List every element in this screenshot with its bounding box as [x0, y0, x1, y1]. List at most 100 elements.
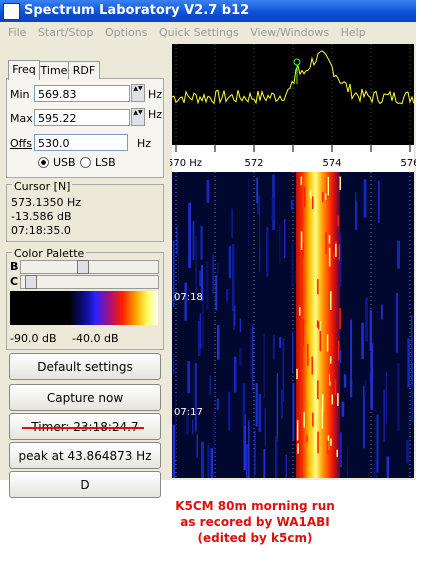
signal-streak — [296, 420, 299, 441]
waterfall-streak — [258, 394, 262, 432]
slider-thumb[interactable] — [77, 260, 89, 274]
waterfall-streak — [242, 383, 246, 426]
min-field[interactable]: 569.83 — [34, 85, 130, 102]
signal-streak — [309, 189, 312, 199]
signal-streak — [329, 356, 332, 366]
waterfall-streak — [184, 282, 187, 321]
button[interactable]: peak at 43.864873 Hz — [9, 442, 161, 469]
signal-streak — [319, 321, 321, 331]
menu-item[interactable]: File — [8, 26, 27, 39]
min-label: Min — [10, 88, 30, 101]
waterfall-streak — [406, 440, 409, 464]
waterfall-streak — [228, 245, 232, 279]
signal-streak — [328, 247, 331, 267]
waterfall-streak — [176, 226, 178, 255]
slider-thumb[interactable] — [25, 275, 37, 289]
tab[interactable]: Freq — [8, 60, 40, 80]
cursor-title: Cursor [N] — [12, 180, 73, 193]
waterfall-streak — [239, 318, 242, 333]
offs-field[interactable]: 530.0 — [34, 134, 128, 151]
signal-streak — [311, 356, 313, 375]
spin-button[interactable]: ▲▼ — [131, 84, 145, 102]
signal-streak — [302, 323, 304, 346]
signal-streak — [335, 243, 337, 258]
tab[interactable]: Time — [39, 61, 69, 79]
signal-streak — [321, 394, 324, 412]
waterfall-streak — [254, 430, 256, 475]
b-slider[interactable] — [20, 260, 159, 274]
menu-item[interactable]: Help — [340, 26, 366, 39]
waterfall-streak — [193, 360, 195, 421]
freq-label: 576 — [400, 158, 416, 169]
spin-button[interactable]: ▲▼ — [131, 108, 145, 126]
c-label: C — [10, 275, 19, 288]
signal-streak — [337, 215, 339, 227]
waterfall-streak — [226, 289, 229, 301]
menu-item[interactable]: Start/Stop — [37, 26, 94, 39]
menu-bar: File Start/Stop Options Quick Settings V… — [0, 22, 416, 44]
menu-item[interactable]: View/Windows — [250, 26, 330, 39]
tab[interactable]: RDF — [68, 61, 100, 79]
signal-streak — [299, 307, 301, 316]
time-label: 07:18 — [174, 292, 203, 303]
signal-streak — [334, 378, 337, 395]
caption-line: K5CM 80m morning run — [175, 499, 335, 513]
signal-streak — [302, 242, 304, 257]
signal-streak — [327, 176, 329, 196]
waterfall-streak — [363, 179, 367, 218]
signal-streak — [330, 442, 333, 459]
waterfall-streak — [205, 261, 209, 310]
signal-streak — [333, 253, 335, 260]
waterfall-streak — [175, 395, 177, 458]
waterfall-streak — [199, 312, 201, 350]
menu-item[interactable]: Quick Settings — [158, 26, 239, 39]
waterfall-streak — [407, 338, 410, 388]
waterfall-streak — [408, 416, 410, 464]
waterfall-streak — [196, 434, 198, 458]
button[interactable]: D — [9, 471, 161, 498]
waterfall-streak — [238, 347, 242, 366]
menu-item[interactable]: Options — [105, 26, 148, 39]
waterfall-streak — [276, 373, 279, 441]
signal-streak — [330, 438, 332, 446]
waterfall-streak — [250, 323, 254, 379]
signal-streak — [339, 307, 341, 329]
waterfall-streak — [206, 179, 210, 203]
waterfall-streak — [411, 362, 413, 423]
waterfall-streak — [243, 415, 246, 470]
signal-streak — [330, 397, 332, 406]
max-field[interactable]: 595.22 — [34, 109, 130, 126]
button[interactable]: Default settings — [9, 353, 161, 380]
waterfall-streak — [217, 263, 219, 275]
waterfall-streak — [233, 305, 236, 326]
waterfall-streak — [215, 275, 218, 311]
waterfall-streak — [378, 180, 380, 223]
waterfall-streak — [343, 374, 347, 388]
waterfall-streak — [376, 414, 379, 473]
button[interactable]: Capture now — [9, 384, 161, 411]
waterfall-streak — [369, 310, 373, 351]
freq-label: 570 Hz — [170, 158, 202, 169]
signal-streak — [337, 393, 339, 406]
lsb-radio[interactable] — [80, 157, 91, 168]
signal-streak — [307, 343, 309, 366]
button[interactable]: Timer: 23:18:24.7 — [9, 413, 161, 440]
signal-streak — [297, 443, 299, 454]
waterfall-streak — [259, 195, 261, 258]
waterfall-streak — [197, 320, 201, 357]
signal-streak — [300, 176, 303, 186]
c-slider[interactable] — [20, 275, 159, 289]
waterfall-streak — [397, 240, 401, 269]
waterfall-streak — [355, 200, 358, 230]
signal-streak — [318, 321, 320, 330]
palette-min: -90.0 dB — [10, 332, 57, 345]
waterfall-streak — [245, 444, 249, 478]
signal-streak — [316, 320, 319, 328]
waterfall-streak — [263, 448, 266, 478]
usb-radio[interactable] — [38, 157, 49, 168]
signal-streak — [328, 235, 331, 244]
signal-streak — [317, 431, 319, 454]
waterfall-streak — [186, 407, 189, 435]
signal-streak — [321, 191, 324, 203]
